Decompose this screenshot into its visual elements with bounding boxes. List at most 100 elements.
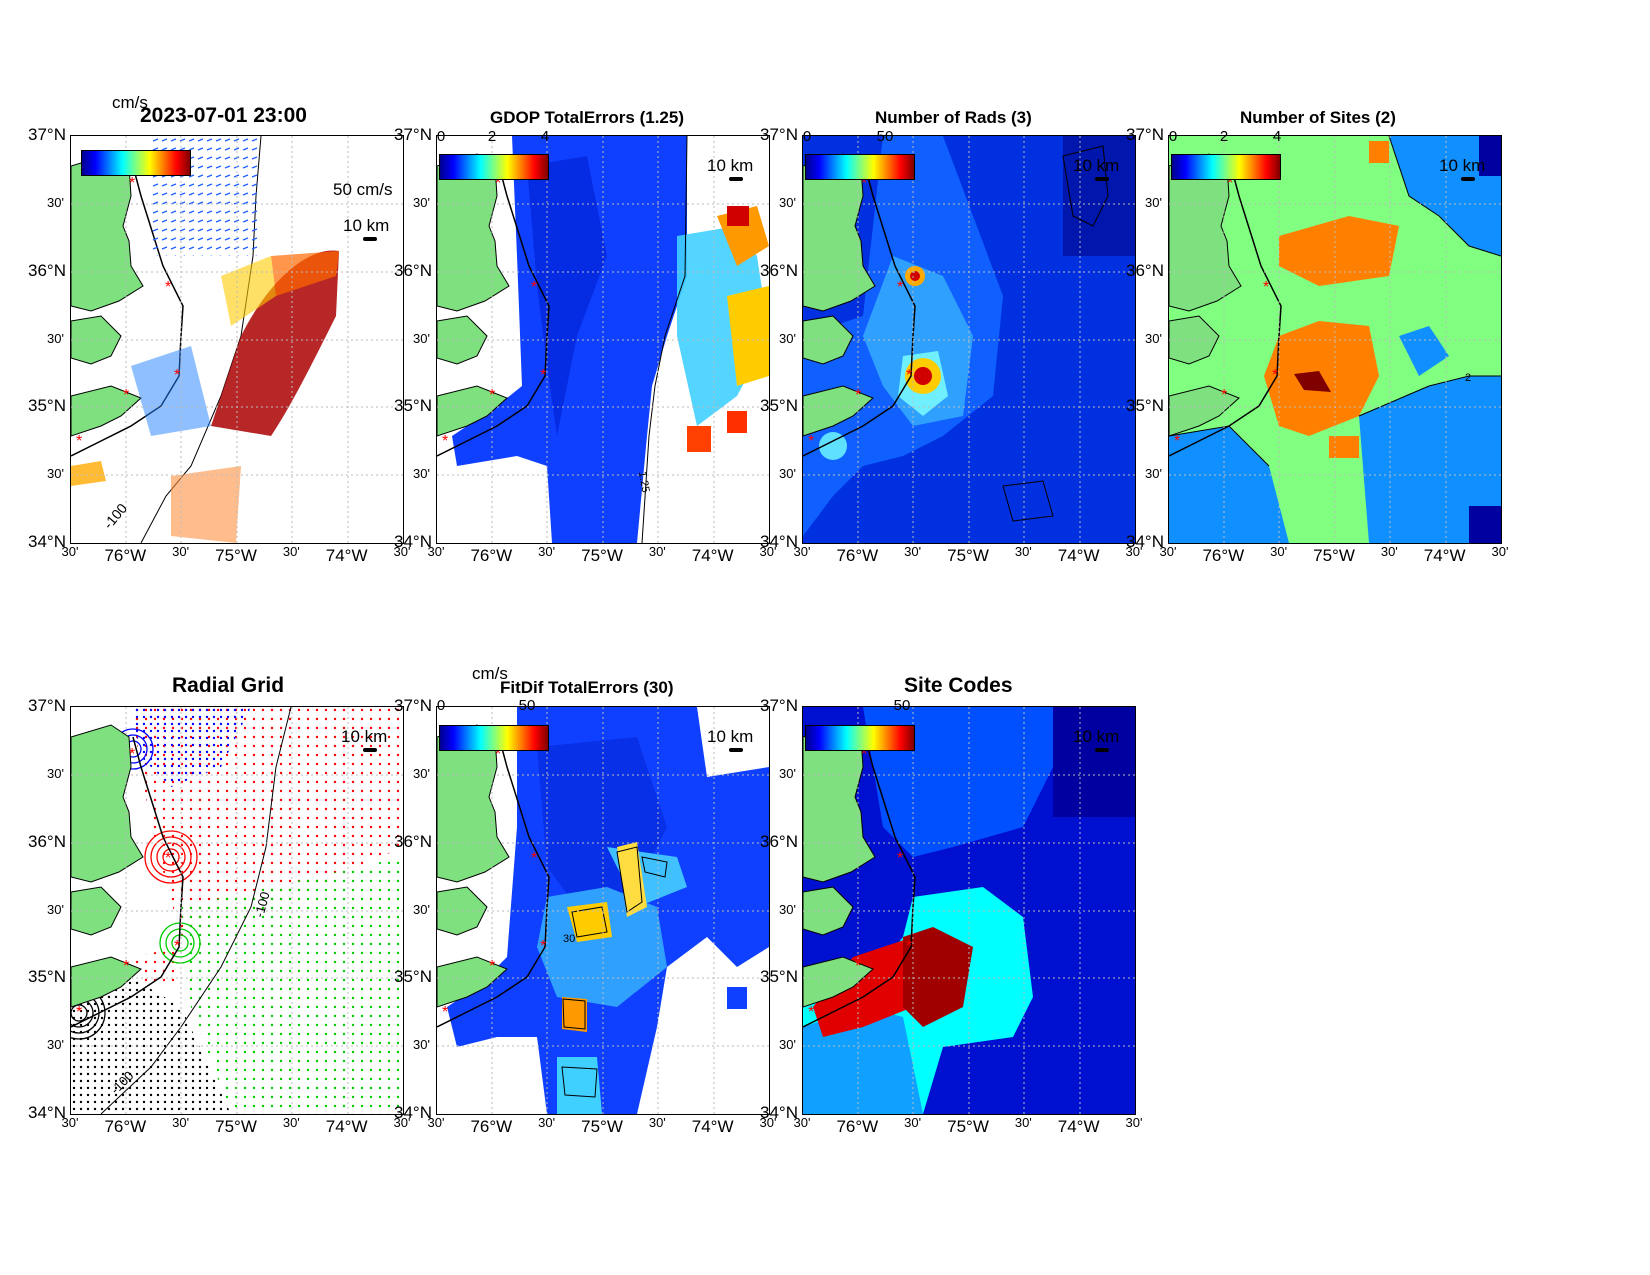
rads-contour (1062, 145, 1109, 227)
y-axis-label: 36°N (28, 831, 66, 851)
y-axis-label: 37°N (1126, 125, 1164, 144)
coastline (803, 165, 916, 457)
y-axis-label: 35°N (760, 967, 798, 987)
y-axis-minor-label: 30' (47, 330, 64, 346)
fitdif-map[interactable]: * * * * * 10 km 30 (436, 706, 770, 1115)
x-axis-label: 76°W (1202, 546, 1245, 565)
site-marker: * (1263, 279, 1269, 296)
x-axis-label: 76°W (470, 546, 513, 565)
x-axis-minor-label: 30' (427, 544, 445, 559)
grid-lines (71, 136, 403, 543)
x-axis-minor-label: 30' (759, 544, 777, 559)
gdop-map[interactable]: * * * * * 10 km 1.25 (436, 135, 770, 544)
scale-bar-label: 10 km (1073, 156, 1120, 175)
y-axis-label: 34°N (28, 532, 66, 551)
y-axis-minor-label: 30' (413, 194, 430, 210)
coastline (437, 165, 550, 457)
y-axis-label: 35°N (394, 396, 432, 416)
site-marker: * (808, 1004, 814, 1021)
x-axis-minor-label: 30' (1014, 1115, 1032, 1130)
site-codes-title: Site Codes (904, 674, 1013, 697)
x-axis-minor-label: 30' (1491, 544, 1509, 559)
rads-title: Number of Rads (3) (875, 108, 1032, 127)
site-codes-cb-tick-50: 50 (893, 697, 911, 714)
site-marker: * (1221, 387, 1227, 404)
site-marker: * (1272, 367, 1278, 384)
y-axis-minor-label: 30' (413, 330, 430, 346)
y-axis-minor-label: 30' (779, 1037, 796, 1053)
x-axis-label: 75°W (215, 546, 257, 565)
radial-grid-map[interactable]: * * * * * 10 km -100 -100 (70, 706, 404, 1115)
x-axis-label: 75°W (947, 546, 989, 565)
coastline (803, 736, 916, 1028)
grid-lines (803, 136, 1135, 543)
site-marker: * (174, 938, 180, 955)
rads-cb-tick-50: 50 (876, 128, 894, 145)
site-codes-map[interactable]: * * * * * 10 km (802, 706, 1136, 1115)
x-axis-minor-label: 30' (282, 1115, 300, 1130)
y-axis-minor-label: 30' (47, 765, 64, 781)
currents-colorbar-unit: cm/s (112, 93, 148, 112)
y-axis-label: 34°N (28, 1103, 66, 1122)
y-axis-label: 34°N (1126, 532, 1164, 551)
site-markers: * * * * * (808, 746, 912, 1021)
sites-title: Number of Sites (2) (1240, 108, 1396, 127)
x-axis-label: 74°W (1057, 1117, 1100, 1136)
x-axis-minor-label: 30' (1380, 544, 1398, 559)
gdop-cb-tick-2: 2 (487, 128, 497, 145)
y-axis-label: 34°N (760, 532, 798, 551)
x-axis-minor-label: 30' (648, 544, 666, 559)
rads-map[interactable]: * * * * * 10 km (802, 135, 1136, 544)
rads-cb-tick-0: 0 (802, 128, 812, 145)
site-marker: * (540, 367, 546, 384)
y-axis-minor-label: 30' (413, 466, 430, 482)
x-axis-minor-label: 30' (282, 544, 300, 559)
scale-bar-label: 10 km (1073, 727, 1120, 746)
x-axis-label: 74°W (1423, 546, 1466, 565)
y-axis-minor-label: 30' (779, 330, 796, 346)
site-marker: * (1227, 175, 1233, 192)
y-axis-label: 37°N (394, 696, 432, 715)
x-axis-minor-label: 30' (393, 544, 411, 559)
currents-map[interactable]: * * * * * 50 cm/s 10 km -100 (70, 135, 404, 544)
coastline (1169, 165, 1282, 457)
coastline (437, 736, 550, 1028)
sites-map[interactable]: * * * * * 10 km 2 (1168, 135, 1502, 544)
scale-bar (729, 177, 743, 181)
y-axis-label: 35°N (28, 967, 66, 987)
x-axis-minor-label: 30' (904, 544, 922, 559)
gdop-colorbar (439, 154, 549, 180)
site-marker: * (489, 387, 495, 404)
x-axis-minor-label: 30' (793, 544, 811, 559)
site-marker: * (861, 175, 867, 192)
gdop-cb-tick-4: 4 (540, 128, 550, 145)
x-axis-label: 74°W (691, 1117, 734, 1136)
site-codes-colorbar (805, 725, 915, 751)
x-axis-label: 75°W (581, 1117, 623, 1136)
site-marker: * (855, 387, 861, 404)
coastline (71, 736, 184, 1028)
fitdif-cb-tick-50: 50 (518, 697, 536, 714)
x-axis-label: 75°W (581, 546, 623, 565)
x-axis-minor-label: 30' (1270, 544, 1288, 559)
x-axis-minor-label: 30' (1159, 544, 1177, 559)
y-axis-minor-label: 30' (1145, 466, 1162, 482)
site-markers: * * * * * (76, 175, 180, 450)
y-axis-label: 35°N (760, 396, 798, 416)
sites-colorbar (1171, 154, 1281, 180)
x-axis-minor-label: 30' (538, 1115, 556, 1130)
x-axis-label: 75°W (215, 1117, 257, 1136)
site-marker: * (897, 850, 903, 867)
site-marker: * (76, 1004, 82, 1021)
y-axis-label: 36°N (394, 260, 432, 280)
sites-cb-tick-2: 2 (1219, 128, 1229, 145)
y-axis-minor-label: 30' (779, 194, 796, 210)
y-axis-label: 34°N (760, 1103, 798, 1122)
gdop-contour (641, 136, 688, 543)
y-axis-label: 36°N (760, 831, 798, 851)
site-marker: * (906, 938, 912, 955)
current-vectors (71, 136, 339, 543)
scale-bar (1461, 177, 1475, 181)
x-axis-label: 75°W (947, 1117, 989, 1136)
y-axis-label: 37°N (28, 696, 66, 715)
